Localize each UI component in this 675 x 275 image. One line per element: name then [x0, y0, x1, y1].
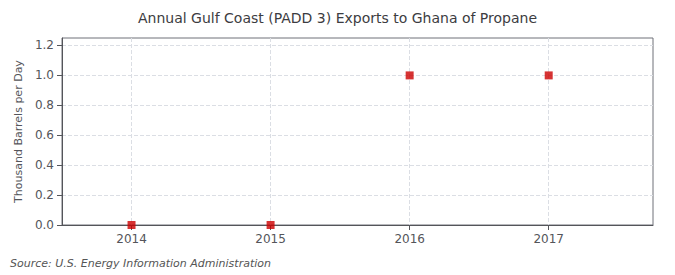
svg-text:0.4: 0.4	[35, 158, 54, 172]
svg-text:2015: 2015	[255, 232, 286, 246]
svg-text:2016: 2016	[394, 232, 425, 246]
svg-text:Annual Gulf Coast (PADD 3) Exp: Annual Gulf Coast (PADD 3) Exports to Gh…	[138, 10, 537, 26]
svg-text:0.8: 0.8	[35, 98, 54, 112]
svg-text:0.0: 0.0	[35, 218, 54, 232]
svg-text:Source: U.S. Energy Informatio: Source: U.S. Energy Information Administ…	[10, 257, 271, 270]
svg-text:1.0: 1.0	[35, 68, 54, 82]
svg-text:0.6: 0.6	[35, 128, 54, 142]
svg-text:2017: 2017	[533, 232, 564, 246]
svg-text:0.2: 0.2	[35, 188, 54, 202]
svg-text:Thousand Barrels per Day: Thousand Barrels per Day	[12, 60, 25, 204]
svg-text:1.2: 1.2	[35, 38, 54, 52]
svg-text:2014: 2014	[116, 232, 147, 246]
